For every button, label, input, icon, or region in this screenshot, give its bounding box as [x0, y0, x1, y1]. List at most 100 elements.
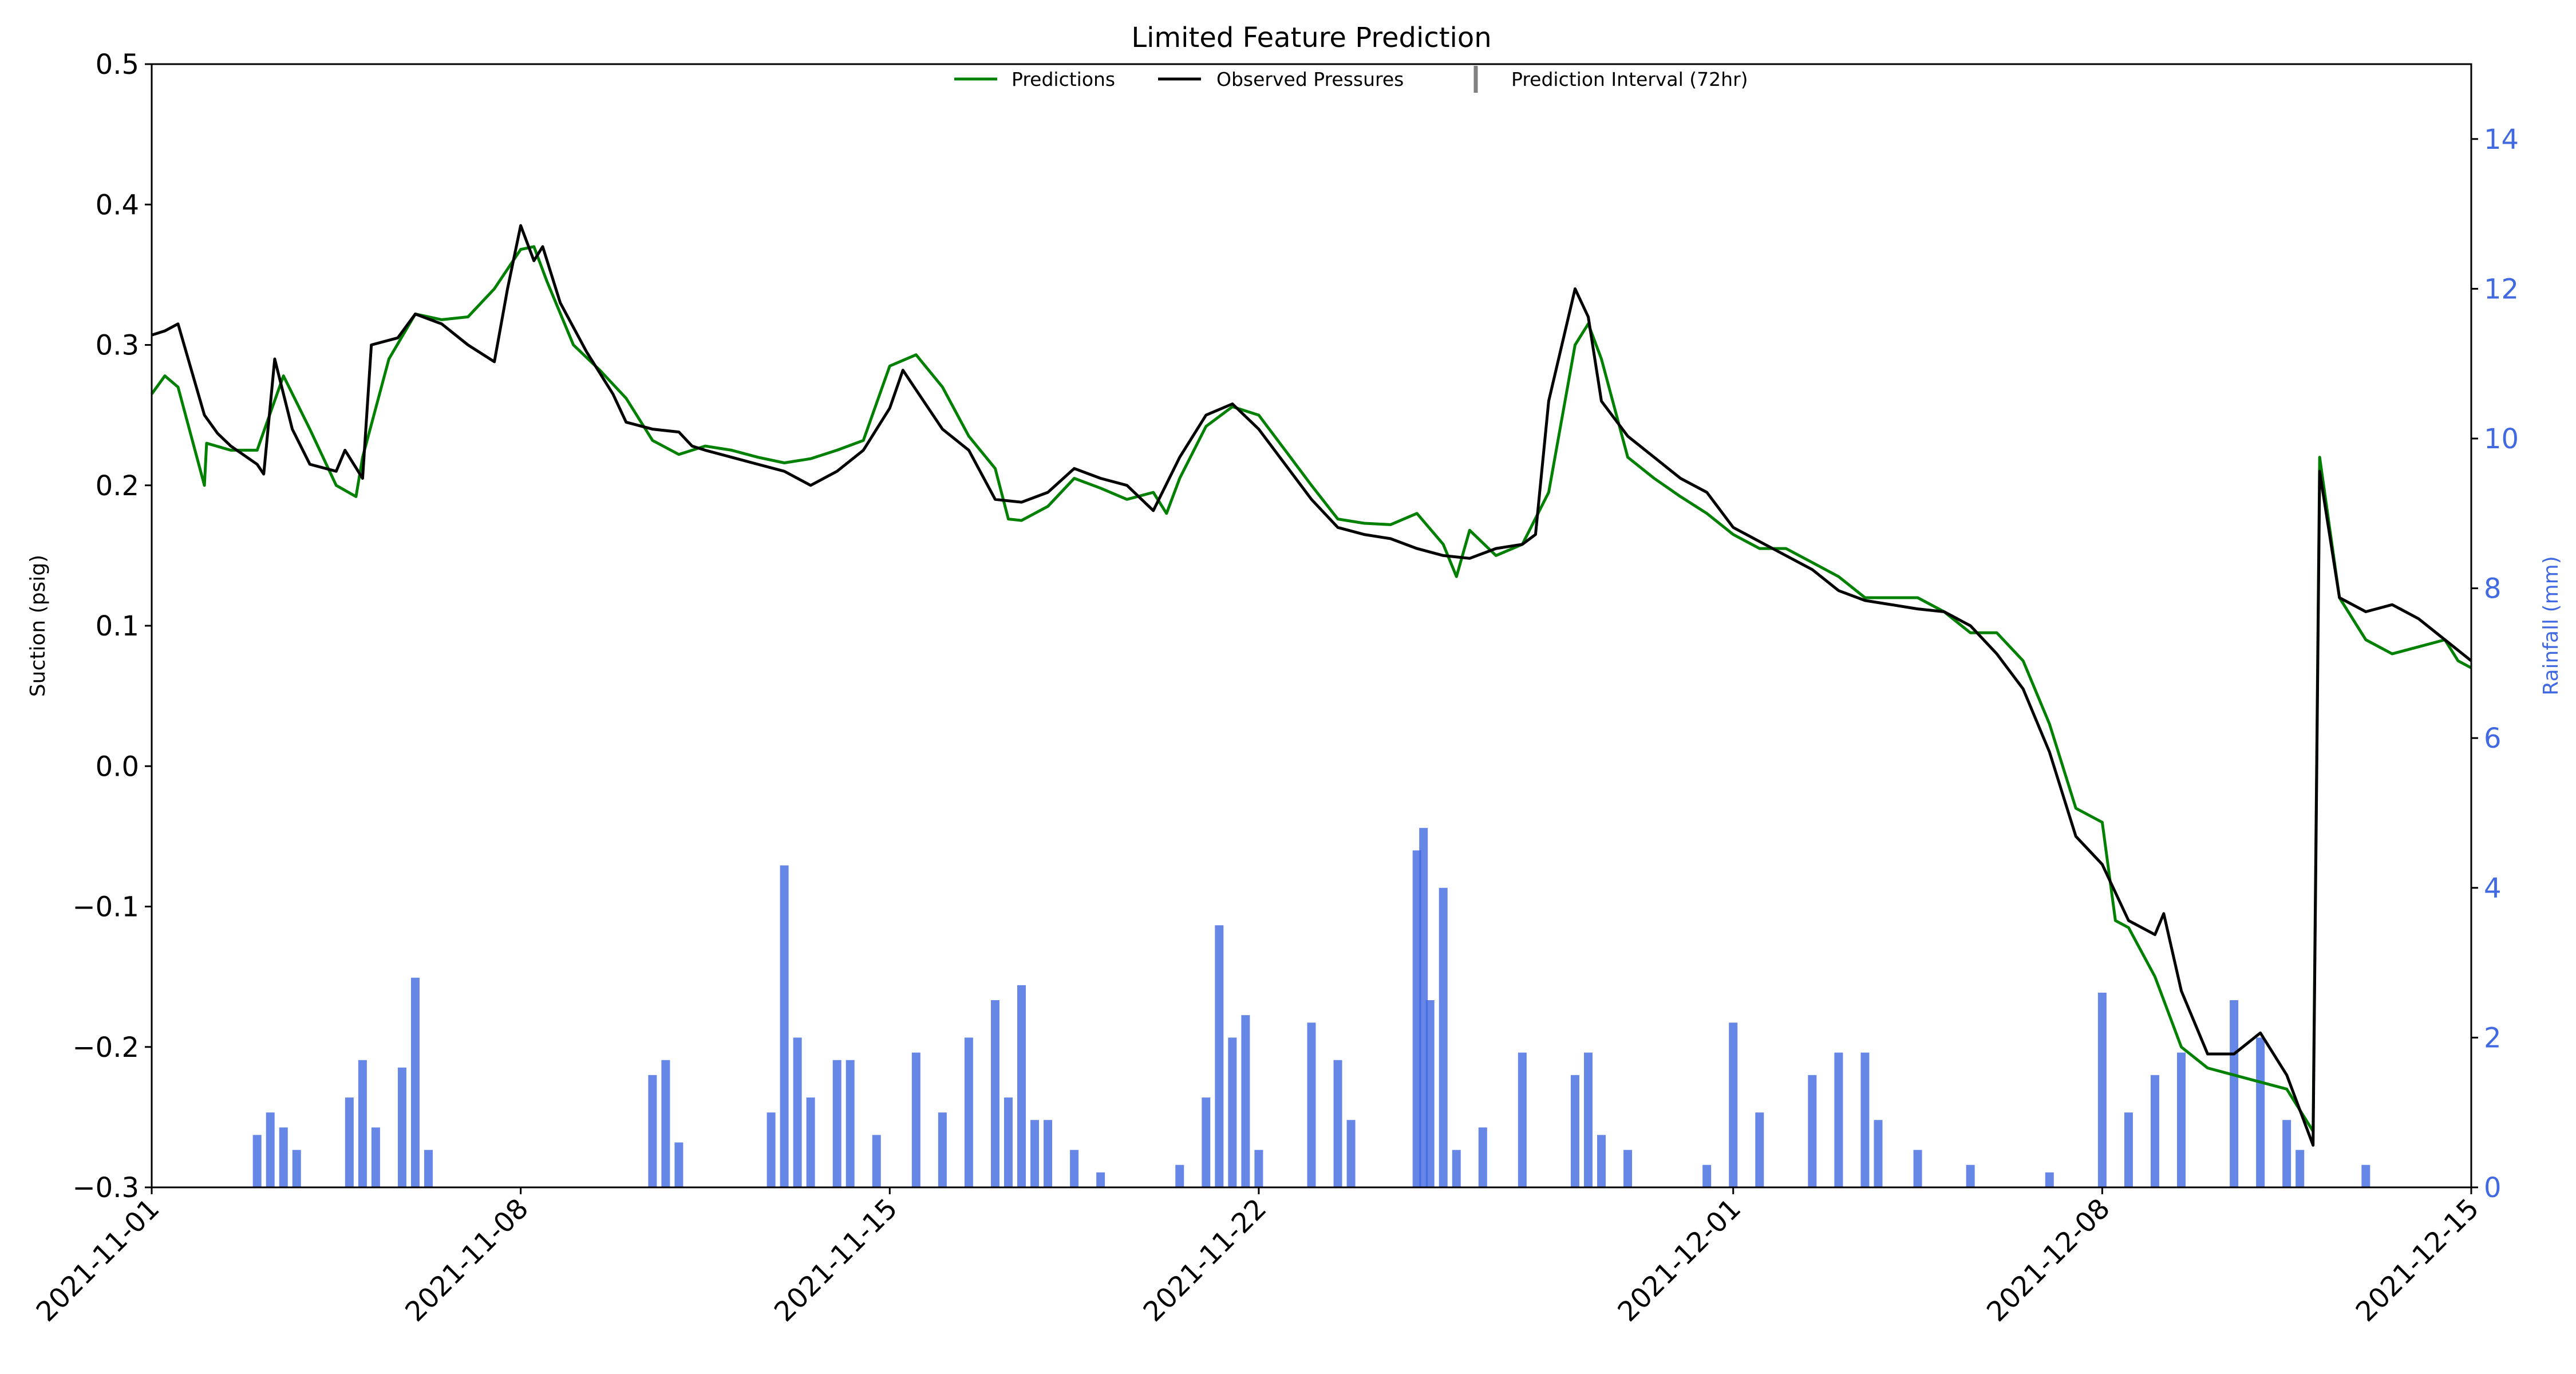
y2-tick-label: 8 — [2484, 573, 2502, 605]
rainfall-bar — [806, 1097, 815, 1187]
legend-observed-label: Observed Pressures — [1216, 68, 1404, 90]
rainfall-bar — [2045, 1172, 2054, 1187]
rainfall-bar — [1333, 1060, 1342, 1187]
rainfall-bar — [661, 1060, 670, 1187]
rainfall-bar — [1729, 1022, 1738, 1187]
rainfall-bar — [1096, 1172, 1105, 1187]
rainfall-bar — [345, 1097, 354, 1187]
y2-tick-label: 10 — [2484, 423, 2519, 455]
rainfall-bar — [938, 1112, 947, 1187]
y-axis-label: Suction (psig) — [26, 555, 50, 697]
rainfall-bar — [1808, 1075, 1817, 1187]
rainfall-bar — [1966, 1164, 1975, 1187]
rainfall-bar — [1860, 1052, 1870, 1187]
y2-tick-label: 2 — [2484, 1022, 2502, 1054]
rainfall-bar — [266, 1112, 275, 1187]
y-tick-label: 0.2 — [96, 470, 139, 502]
rainfall-bar — [793, 1037, 802, 1187]
rainfall-bar — [1583, 1052, 1593, 1187]
rainfall-bar — [1874, 1120, 1883, 1187]
rainfall-bar — [964, 1037, 973, 1187]
y-tick-label: 0.5 — [96, 49, 139, 81]
legend-predictions-label: Predictions — [1012, 68, 1115, 90]
rainfall-bar — [1439, 887, 1448, 1187]
rainfall-bar — [358, 1060, 367, 1187]
rainfall-bar — [1412, 850, 1421, 1187]
y2-tick-label: 12 — [2484, 273, 2519, 305]
rainfall-bar — [1030, 1120, 1040, 1187]
rainfall-bar — [872, 1135, 881, 1187]
rainfall-bar — [1478, 1127, 1487, 1187]
rainfall-bar — [371, 1127, 380, 1187]
rainfall-bar — [674, 1142, 683, 1187]
rainfall-bar — [1834, 1052, 1843, 1187]
rainfall-bar — [1070, 1150, 1079, 1187]
rainfall-bar — [1307, 1022, 1316, 1187]
rainfall-bar — [2282, 1120, 2291, 1187]
rainfall-bar — [1254, 1150, 1263, 1187]
y-tick-label: −0.3 — [72, 1172, 139, 1204]
rainfall-bar — [648, 1075, 657, 1187]
rainfall-bar — [2097, 992, 2107, 1187]
chart-title: Limited Feature Prediction — [1131, 22, 1491, 54]
y-tick-label: 0.3 — [96, 330, 139, 362]
rainfall-bar — [1241, 1015, 1250, 1187]
rainfall-bar — [410, 977, 420, 1187]
rainfall-bar — [2296, 1150, 2305, 1187]
rainfall-bar — [1017, 985, 1026, 1187]
y-tick-label: −0.2 — [72, 1032, 139, 1064]
rainfall-bar — [2150, 1075, 2159, 1187]
rainfall-bar — [1702, 1164, 1712, 1187]
y-tick-label: 0.0 — [96, 751, 139, 783]
rainfall-bar — [1202, 1097, 1211, 1187]
y2-tick-label: 0 — [2484, 1172, 2502, 1204]
rainfall-bar — [767, 1112, 776, 1187]
y2-tick-label: 14 — [2484, 124, 2519, 156]
series-lines — [150, 224, 2472, 1147]
rainfall-bar — [2177, 1052, 2186, 1187]
rainfall-bar — [832, 1060, 841, 1187]
rainfall-bar — [1623, 1150, 1633, 1187]
rainfall-bar — [1346, 1120, 1356, 1187]
rainfall-bar — [279, 1127, 288, 1187]
legend-interval-label: Prediction Interval (72hr) — [1511, 68, 1748, 90]
rainfall-bar — [1044, 1120, 1053, 1187]
predictions-line — [150, 245, 2472, 1133]
rainfall-bar — [1452, 1150, 1461, 1187]
rainfall-bar — [1913, 1150, 1922, 1187]
rainfall-bar — [252, 1135, 262, 1187]
rainfall-bar — [397, 1067, 406, 1187]
y-tick-label: −0.1 — [72, 891, 139, 923]
y-tick-label: 0.4 — [96, 189, 139, 221]
y2-tick-label: 6 — [2484, 722, 2502, 755]
y-axis-left: 0.5 0.4 0.3 0.2 0.1 0.0 −0.1 −0.2 −0.3 — [72, 49, 152, 1204]
y2-tick-label: 4 — [2484, 872, 2502, 905]
rainfall-bar — [2124, 1112, 2133, 1187]
rainfall-bar — [2361, 1164, 2370, 1187]
rainfall-bar — [911, 1052, 920, 1187]
rainfall-bar — [292, 1150, 301, 1187]
rainfall-bar — [1228, 1037, 1237, 1187]
observed-pressures-line — [151, 224, 2472, 1147]
rainfall-bar — [780, 865, 789, 1187]
rainfall-bar — [1215, 925, 1224, 1187]
y-axis-right: 14 12 10 8 6 4 2 0 — [2471, 124, 2519, 1204]
y2-axis-label: Rainfall (mm) — [2539, 556, 2563, 696]
rainfall-bar — [990, 1000, 999, 1187]
rainfall-bar — [2230, 1000, 2239, 1187]
rainfall-bar — [1425, 1000, 1435, 1187]
rainfall-bar — [1597, 1135, 1606, 1187]
rainfall-bar — [1755, 1112, 1764, 1187]
rainfall-bars — [252, 828, 2370, 1187]
rainfall-bar — [1570, 1075, 1579, 1187]
rainfall-bar — [2256, 1037, 2265, 1187]
y-tick-label: 0.1 — [96, 610, 139, 642]
legend: Predictions Observed Pressures Predictio… — [954, 66, 1748, 93]
rainfall-bar — [846, 1060, 855, 1187]
rainfall-bar — [1419, 828, 1428, 1187]
rainfall-bar — [1175, 1164, 1184, 1187]
rainfall-bar — [424, 1150, 433, 1187]
rainfall-bar — [1003, 1097, 1013, 1187]
